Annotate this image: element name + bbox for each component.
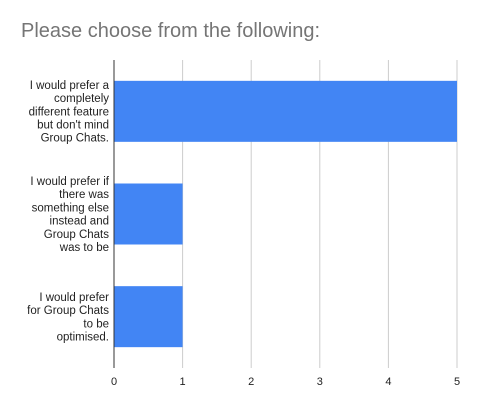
category-label-2-line-5: Group Chats: [44, 229, 109, 241]
category-label-1-line-2: completely: [54, 93, 109, 105]
category-label-3: I would prefer for Group Chats to be optimi…: [27, 292, 109, 344]
category-label-3-line-4: optimised.: [57, 331, 109, 343]
bar-1: [114, 80, 457, 142]
category-label-2-line-3: something else: [32, 202, 109, 214]
category-label-2-line-2: there was: [59, 189, 109, 201]
category-label-1-line-3: different feature: [29, 106, 109, 118]
category-label-2-line-6: was to be: [59, 242, 109, 254]
x-tick-label-2: 2: [248, 376, 254, 388]
x-tick-label-5: 5: [454, 376, 460, 388]
category-label-2-line-1: I would prefer if: [30, 176, 109, 188]
x-tick-label-3: 3: [317, 376, 323, 388]
category-label-1-line-4: but don't mind: [37, 120, 109, 132]
category-label-3-line-3: to be: [83, 318, 109, 330]
bar-3: [114, 286, 183, 348]
x-tick-label-0: 0: [111, 376, 117, 388]
bar-2: [114, 183, 183, 245]
x-tick-label-1: 1: [180, 376, 186, 388]
category-label-1-line-5: Group Chats.: [41, 133, 109, 145]
category-label-1-line-1: I would prefer a: [30, 80, 110, 92]
category-label-2: I would prefer if there was something else…: [30, 176, 109, 254]
category-label-2-line-4: instead and: [50, 216, 109, 228]
category-label-3-line-1: I would prefer: [39, 292, 109, 304]
chart-title: Please choose from the following:: [21, 20, 321, 42]
x-tick-label-4: 4: [385, 376, 391, 388]
category-label-1: I would prefer a completely different feat…: [29, 80, 110, 145]
category-label-3-line-2: for Group Chats: [27, 305, 109, 317]
